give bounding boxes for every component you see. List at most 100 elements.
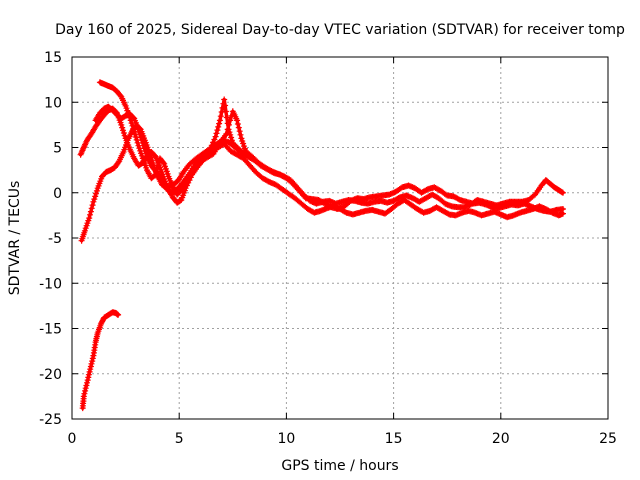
data-point [128,147,132,151]
data-point [94,340,98,344]
data-point [124,136,128,140]
data-point [527,198,531,202]
data-point [537,204,541,208]
data-point [98,111,102,115]
data-point [351,212,355,216]
data-point [244,153,248,157]
data-point [98,118,102,122]
data-point [482,200,486,204]
data-point [411,196,415,200]
data-point [394,190,398,194]
data-point [181,180,185,184]
x-tick-label: 5 [175,431,184,447]
data-point [242,156,246,160]
data-point [154,155,158,159]
data-point [366,202,370,206]
data-point [308,199,312,203]
data-point [428,209,432,213]
data-point [293,196,297,200]
data-point [413,186,417,190]
data-point [261,176,265,180]
data-point [109,168,113,172]
data-point [467,209,471,213]
data-point [282,174,286,178]
data-point [443,202,447,206]
data-point [417,200,421,204]
data-point [422,211,426,215]
data-point [124,114,128,118]
data-point [128,112,132,116]
data-point [201,153,205,157]
data-point [445,193,449,197]
data-point [222,142,226,146]
data-point [89,132,93,136]
data-point [383,212,387,216]
data-point [119,123,123,127]
data-point [166,189,170,193]
data-point [276,172,280,176]
data-point [557,188,561,192]
data-point [102,107,106,111]
data-point [145,168,149,172]
data-point [389,207,393,211]
data-point [132,117,136,121]
data-point [280,187,284,191]
data-point [454,213,458,217]
data-point [179,198,183,202]
data-point [437,196,441,200]
data-point [368,195,372,199]
data-point [115,113,119,117]
data-point [312,211,316,215]
data-point [83,229,87,233]
data-point [104,170,108,174]
data-point [171,191,175,195]
data-point [544,178,548,182]
data-point [224,132,228,136]
data-point [117,159,121,163]
data-point [218,141,222,145]
data-point [237,147,241,151]
data-point [106,105,110,109]
data-point [102,316,106,320]
data-point [400,185,404,189]
data-point [392,199,396,203]
data-point [449,204,453,208]
data-point [162,162,166,166]
x-tick-label: 20 [492,431,510,447]
data-point [113,165,117,169]
data-point [374,194,378,198]
data-point [347,198,351,202]
data-point [340,200,344,204]
data-point [561,207,565,211]
data-point [419,191,423,195]
data-point [321,200,325,204]
data-point [132,156,136,160]
data-point [561,212,565,216]
data-point [119,95,123,99]
y-tick-label: -10 [39,276,62,292]
y-axis-label: SDTVAR / TECUs [7,181,23,296]
data-point [480,213,484,217]
data-point [415,207,419,211]
data-point [342,204,346,208]
data-point [306,207,310,211]
data-point [136,144,140,148]
data-point [250,156,254,160]
data-point [372,200,376,204]
data-point [514,200,518,204]
grid [72,57,608,419]
data-point [424,196,428,200]
data-point [175,187,179,191]
data-point [269,169,273,173]
data-point [319,209,323,213]
data-point [94,125,98,129]
data-point [385,201,389,205]
data-point [274,183,278,187]
data-point [518,211,522,215]
data-point [495,203,499,207]
data-point [171,185,175,189]
data-point [106,313,110,317]
data-point [111,310,115,314]
data-point [359,201,363,205]
